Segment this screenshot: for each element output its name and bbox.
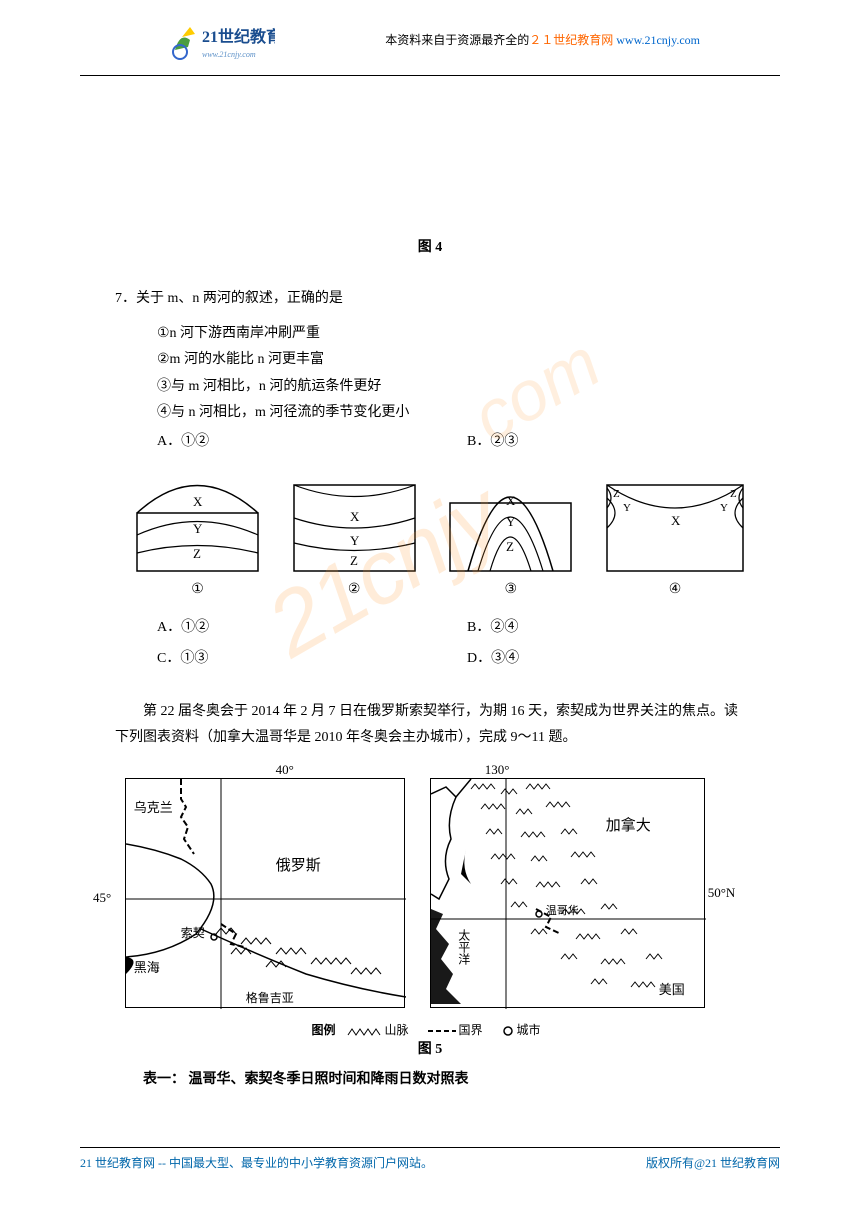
svg-text:Y: Y [350, 533, 360, 548]
svg-text:Y: Y [720, 502, 728, 514]
site-logo: 21世纪教育 www.21cnjy.com [160, 12, 275, 67]
map1-lon: 40° [125, 762, 405, 778]
q8-option-c: C．①③ [157, 644, 467, 675]
map2-usa: 美国 [659, 979, 685, 998]
q7-statement-4: ④与 n 河相比，m 河径流的季节变化更小 [115, 400, 745, 427]
page-footer: 21 世纪教育网 -- 中国最大型、最专业的中小学教育资源门户网站。 版权所有@… [80, 1147, 780, 1171]
diagram-1-label: ① [135, 581, 260, 598]
diagram-4: Z Z Y Y X ④ [605, 473, 745, 598]
map2-canada: 加拿大 [606, 814, 651, 835]
map2-pacific: 太平洋 [456, 929, 473, 965]
svg-text:21世纪教育: 21世纪教育 [202, 27, 275, 46]
map2-lat: 50°N [708, 885, 736, 901]
map1-blacksea: 黑海 [134, 957, 160, 976]
q7-stem: 关于 m、n 两河的叙述，正确的是 [136, 291, 343, 306]
diagram-2-label: ② [292, 581, 417, 598]
svg-text:Z: Z [350, 553, 358, 568]
map1-lat: 45° [93, 890, 123, 906]
map-legend: 图例 山脉 国界 城市 [115, 1021, 745, 1038]
diagram-3-label: ③ [448, 581, 573, 598]
footer-right: 版权所有@21 世纪教育网 [646, 1154, 780, 1171]
map1-georgia: 格鲁吉亚 [246, 989, 294, 1006]
svg-text:Z: Z [193, 546, 201, 561]
header-url: www.21cnjy.com [616, 33, 700, 47]
map-sochi-wrapper: 40° [125, 762, 405, 1008]
legend-mountain: 山脉 [346, 1023, 411, 1037]
q7-statement-2: ②m 河的水能比 n 河更丰富 [115, 347, 745, 374]
q7-statement-1: ①n 河下游西南岸冲刷严重 [115, 321, 745, 348]
map1-sochi: 索契 [181, 924, 205, 941]
svg-text:Z: Z [613, 488, 620, 500]
geology-diagrams: X Y Z ① X Y Z ② X [135, 473, 745, 598]
q7-option-a: A．①② [157, 427, 467, 458]
svg-text:Y: Y [623, 502, 631, 514]
svg-text:www.21cnjy.com: www.21cnjy.com [202, 50, 256, 59]
map-vancouver-wrapper: 130° [430, 762, 736, 1008]
q8-option-a: A．①② [157, 613, 467, 644]
page-header: 21世纪教育 www.21cnjy.com 本资料来自于资源最齐全的２１世纪教育… [80, 0, 780, 76]
q8-option-d: D．③④ [467, 644, 519, 675]
svg-text:Z: Z [506, 539, 514, 554]
svg-text:X: X [350, 509, 360, 524]
header-source-text: 本资料来自于资源最齐全的２１世纪教育网 www.21cnjy.com [385, 31, 700, 48]
q8-option-b: B．②④ [467, 613, 518, 644]
map-vancouver: 加拿大 太平洋 温哥华 美国 [430, 778, 705, 1008]
diagram-3: X Y Z ③ [448, 473, 573, 598]
q7-number: 7． [115, 291, 136, 306]
table-1-title: 表一： 温哥华、索契冬季日照时间和降雨日数对照表 [115, 1068, 745, 1088]
q8-options-row1: A．①② B．②④ [115, 613, 745, 644]
legend-border: 国界 [428, 1023, 486, 1037]
svg-text:X: X [671, 513, 681, 528]
footer-left: 21 世纪教育网 -- 中国最大型、最专业的中小学教育资源门户网站。 [80, 1154, 433, 1171]
diagram-2: X Y Z ② [292, 473, 417, 598]
legend-city: 城市 [502, 1023, 541, 1037]
maps-container: 40° [115, 762, 745, 1008]
map1-ukraine: 乌克兰 [134, 797, 173, 816]
header-site: ２１世纪教育网 [529, 33, 613, 47]
map2-vancouver: 温哥华 [546, 902, 579, 918]
map2-lon: 130° [430, 762, 736, 778]
question-7: 7．关于 m、n 两河的叙述，正确的是 [115, 286, 745, 313]
figure-5-label: 图 5 [115, 1038, 745, 1058]
q7-statement-3: ③与 m 河相比，n 河的航运条件更好 [115, 374, 745, 401]
diagram-4-label: ④ [605, 581, 745, 598]
map-sochi: 乌克兰 俄罗斯 黑海 索契 格鲁吉亚 [125, 778, 405, 1008]
q7-options-row1: A．①② B．②③ [115, 427, 745, 458]
map1-russia: 俄罗斯 [276, 854, 321, 875]
diagram-1: X Y Z ① [135, 473, 260, 598]
legend-title: 图例 [311, 1023, 335, 1037]
q8-options-row2: C．①③ D．③④ [115, 644, 745, 675]
figure-4-label: 图 4 [115, 236, 745, 256]
header-prefix: 本资料来自于资源最齐全的 [385, 33, 529, 47]
q9-intro: 第 22 届冬奥会于 2014 年 2 月 7 日在俄罗斯索契举行，为期 16 … [115, 699, 745, 749]
svg-text:Y: Y [193, 521, 203, 536]
svg-text:Y: Y [506, 514, 516, 529]
svg-text:X: X [506, 493, 516, 508]
page-content: 图 4 7．关于 m、n 两河的叙述，正确的是 ①n 河下游西南岸冲刷严重 ②m… [0, 76, 860, 1108]
svg-text:X: X [193, 494, 203, 509]
q7-option-b: B．②③ [467, 427, 518, 458]
svg-text:Z: Z [730, 488, 737, 500]
